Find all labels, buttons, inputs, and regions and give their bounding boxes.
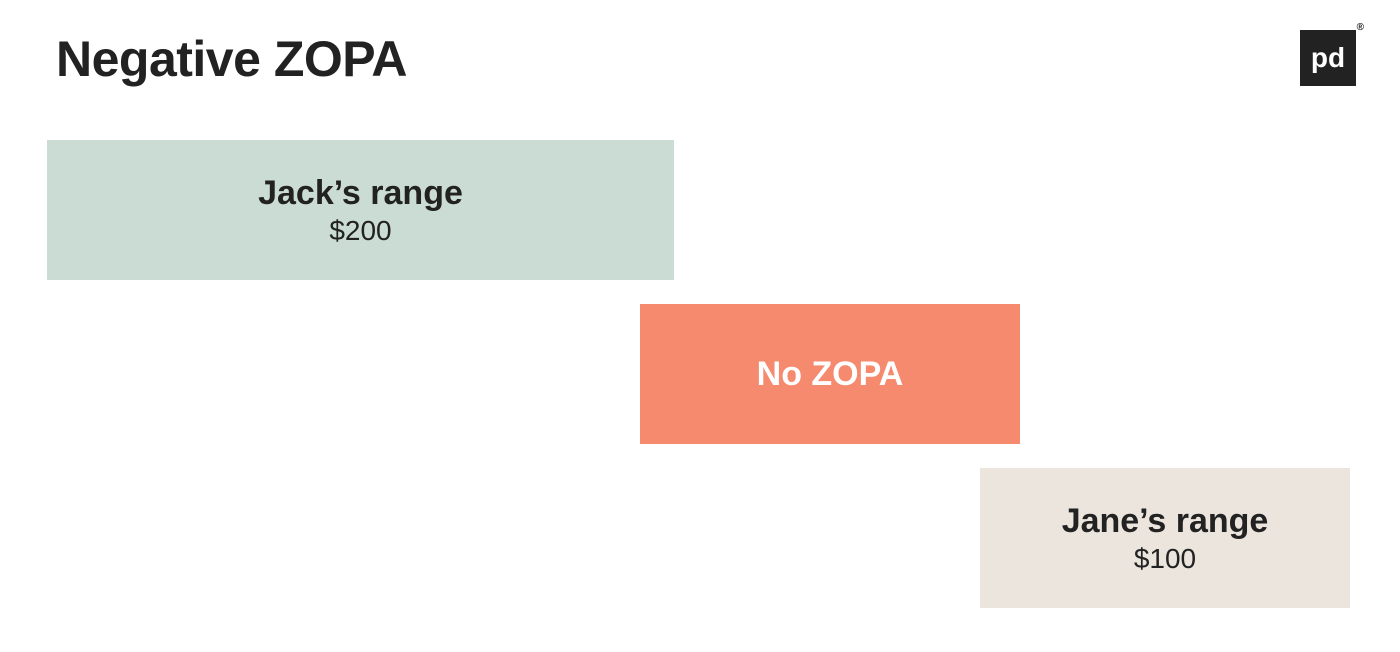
no-zopa-label: No ZOPA [757, 355, 904, 394]
diagram-canvas: Negative ZOPA pd ® Jack’s range $200 No … [0, 0, 1400, 652]
range-block-jane-value: $100 [1134, 543, 1196, 575]
brand-logo-text: pd [1311, 42, 1345, 74]
range-block-jane: Jane’s range $100 [980, 468, 1350, 608]
range-block-jack-title: Jack’s range [258, 174, 463, 213]
range-block-jack-value: $200 [329, 215, 391, 247]
range-block-jack: Jack’s range $200 [47, 140, 674, 280]
no-zopa-block: No ZOPA [640, 304, 1020, 444]
brand-logo: pd ® [1300, 30, 1356, 86]
diagram-title: Negative ZOPA [56, 30, 407, 88]
range-block-jane-title: Jane’s range [1062, 502, 1269, 541]
registered-mark-icon: ® [1357, 22, 1364, 33]
